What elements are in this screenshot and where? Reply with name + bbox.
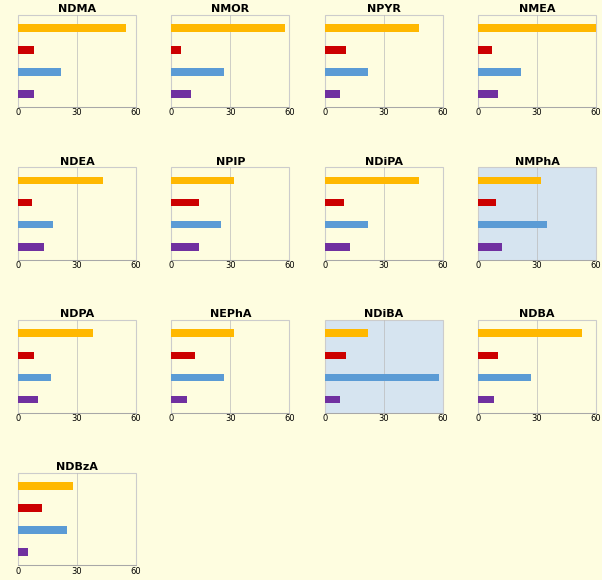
Bar [324, 221, 368, 229]
Bar [324, 374, 439, 381]
Bar [18, 46, 34, 53]
Bar [478, 374, 531, 381]
Bar [478, 221, 547, 229]
Bar [18, 243, 43, 251]
Bar [172, 329, 234, 337]
Bar [478, 177, 541, 184]
Bar [324, 351, 346, 359]
Bar [324, 329, 368, 337]
Bar [18, 68, 61, 75]
Bar [172, 221, 220, 229]
Bar [172, 90, 191, 98]
Title: NDEA: NDEA [60, 157, 95, 166]
Bar [478, 199, 495, 206]
Bar [324, 24, 419, 31]
Bar [478, 90, 498, 98]
Bar [324, 90, 341, 98]
Bar [324, 68, 368, 75]
Bar [18, 90, 34, 98]
Title: NPYR: NPYR [367, 3, 400, 14]
Bar [18, 396, 38, 403]
Title: NDBA: NDBA [520, 309, 555, 320]
Title: NDBzA: NDBzA [56, 462, 98, 472]
Bar [18, 374, 52, 381]
Bar [18, 24, 126, 31]
Bar [324, 46, 346, 53]
Title: NMOR: NMOR [211, 3, 249, 14]
Bar [18, 351, 34, 359]
Title: NMEA: NMEA [519, 3, 555, 14]
Bar [478, 68, 521, 75]
Bar [324, 396, 341, 403]
Title: NMPhA: NMPhA [515, 157, 559, 166]
Bar [172, 243, 199, 251]
Bar [478, 396, 494, 403]
Bar [172, 374, 225, 381]
Bar [478, 46, 492, 53]
Bar [18, 549, 28, 556]
Bar [478, 351, 498, 359]
Title: NDPA: NDPA [60, 309, 94, 320]
Bar [18, 177, 102, 184]
Bar [172, 396, 187, 403]
Bar [172, 177, 234, 184]
Bar [18, 505, 42, 512]
Bar [172, 68, 225, 75]
Bar [324, 199, 344, 206]
Bar [172, 351, 195, 359]
Bar [18, 329, 93, 337]
Bar [18, 199, 32, 206]
Title: NDMA: NDMA [58, 3, 96, 14]
Bar [172, 46, 181, 53]
Title: NPIP: NPIP [216, 157, 245, 166]
Bar [478, 24, 596, 31]
Bar [324, 177, 419, 184]
Title: NEPhA: NEPhA [209, 309, 251, 320]
Bar [172, 199, 199, 206]
Bar [172, 24, 285, 31]
Bar [478, 329, 582, 337]
Bar [324, 243, 350, 251]
Title: NDiPA: NDiPA [365, 157, 403, 166]
Title: NDiBA: NDiBA [364, 309, 403, 320]
Bar [478, 243, 501, 251]
Bar [18, 221, 54, 229]
Bar [18, 527, 67, 534]
Bar [18, 482, 73, 490]
